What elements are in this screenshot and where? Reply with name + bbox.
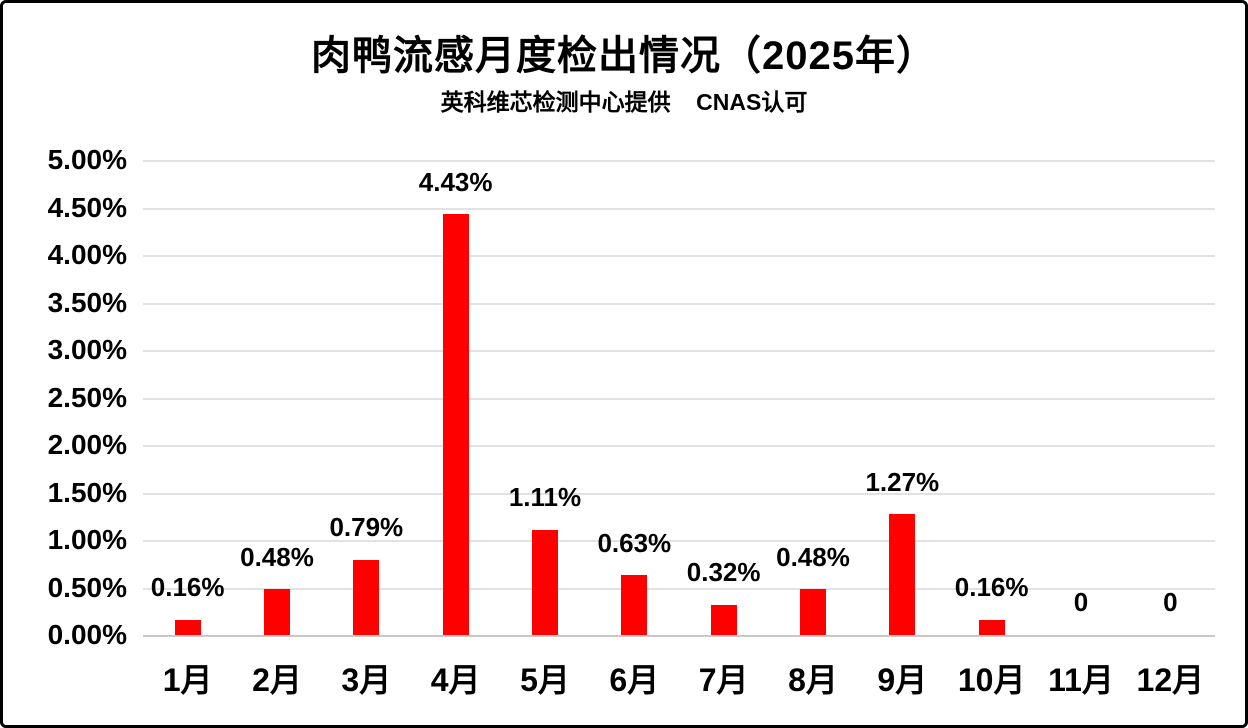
- gridline: [143, 350, 1215, 352]
- y-tick-label: 2.00%: [47, 429, 127, 460]
- bar-value-label: 0.48%: [776, 541, 850, 572]
- x-axis-label: 8月: [788, 662, 838, 698]
- x-axis-label: 11月: [1048, 662, 1114, 698]
- y-tick-label: 2.50%: [47, 381, 127, 413]
- gridline: [143, 397, 1215, 400]
- bar-value-label: 0.16%: [954, 572, 1029, 603]
- bar: [442, 214, 469, 635]
- bar: [621, 575, 648, 635]
- x-axis-label: 2月: [252, 662, 302, 698]
- bar-value-label: 1.27%: [865, 466, 940, 497]
- x-axis-label: 7月: [698, 662, 749, 698]
- bar-value-label: 1.11%: [508, 481, 582, 512]
- x-axis-label: 4月: [430, 662, 481, 698]
- bar-value-label: 4.43%: [418, 166, 493, 197]
- y-tick-label: 5.00%: [47, 144, 127, 175]
- bar-value-label: 0.63%: [597, 527, 672, 558]
- gridline: [143, 492, 1215, 495]
- gridline: [143, 540, 1215, 542]
- gridline: [143, 207, 1215, 210]
- y-tick-label: 0.50%: [47, 571, 127, 603]
- bar: [710, 604, 737, 635]
- chart-subtitle: 英科维芯检测中心提供 CNAS认可: [440, 89, 808, 115]
- bar-value-label: 0.79%: [329, 512, 404, 543]
- bar-value-label: 0: [1073, 587, 1089, 618]
- y-tick-label: 0.00%: [47, 619, 127, 650]
- y-tick-label: 1.50%: [47, 476, 127, 508]
- y-tick-label: 3.00%: [47, 334, 127, 365]
- gridline: [143, 445, 1215, 447]
- x-axis-label: 9月: [877, 662, 928, 698]
- bar: [889, 514, 916, 635]
- bar-value-label: 0.48%: [240, 541, 314, 572]
- x-axis-label: 6月: [609, 662, 660, 698]
- plot-area: 0.16% 0.48% 0.79% 4.43% 1.11% 0.63% 0.32% 0.48%…: [143, 160, 1215, 637]
- bar-value-label: 0.16%: [150, 572, 225, 603]
- bar: [264, 589, 290, 635]
- bar: [532, 529, 558, 635]
- y-tick-label: 1.00%: [47, 524, 127, 555]
- x-axis-label: 12月: [1136, 662, 1205, 698]
- x-axis-label: 3月: [341, 662, 392, 698]
- x-axis-label: 5月: [520, 662, 570, 698]
- y-tick-label: 4.50%: [47, 191, 127, 223]
- bar: [353, 559, 380, 635]
- x-axis-label: 10月: [957, 662, 1026, 698]
- bar-value-label: 0: [1163, 587, 1178, 618]
- chart-title: 肉鸭流感月度检出情况（2025年）: [311, 34, 937, 78]
- bar: [174, 619, 201, 635]
- bar: [800, 589, 826, 635]
- y-tick-label: 3.50%: [47, 286, 127, 318]
- bar-value-label: 0.32%: [686, 557, 761, 588]
- gridline: [143, 160, 1215, 162]
- gridline: [143, 302, 1215, 305]
- y-tick-label: 4.00%: [47, 239, 127, 270]
- x-axis-label: 1月: [162, 662, 213, 698]
- bar: [978, 619, 1005, 635]
- gridline: [143, 587, 1215, 590]
- gridline: [143, 255, 1215, 257]
